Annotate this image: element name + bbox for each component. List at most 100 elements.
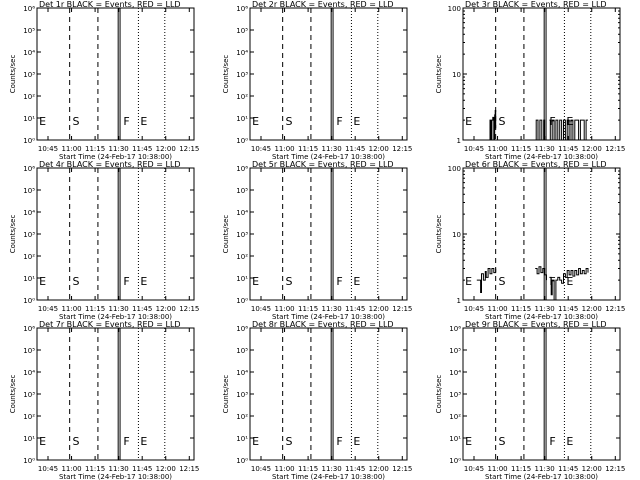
y-axis-label: Counts/sec [222, 375, 230, 414]
y-tick-label: 10² [236, 253, 248, 261]
y-tick-label: 10⁶ [23, 5, 35, 13]
y-axis-label: Counts/sec [435, 55, 443, 94]
y-axis-label: Counts/sec [222, 215, 230, 254]
y-tick-label: 10³ [236, 71, 248, 79]
x-tick-label: 11:00 [274, 145, 294, 153]
x-tick-label: 11:15 [298, 305, 318, 313]
y-tick-label: 10² [23, 93, 35, 101]
y-tick-label: 10¹ [449, 435, 461, 443]
y-tick-label: 10⁰ [236, 297, 248, 305]
y-axis-label: Counts/sec [9, 215, 17, 254]
events-series-segment [488, 110, 497, 141]
y-tick-label: 10⁴ [236, 369, 248, 377]
saa-marker: S [286, 115, 293, 128]
y-tick-label: 10⁰ [23, 137, 35, 145]
x-tick-label: 11:30 [535, 145, 555, 153]
y-tick-label: 10⁵ [23, 27, 35, 35]
y-tick-label: 10³ [449, 391, 461, 399]
plot-frame [249, 7, 408, 141]
x-tick-label: 12:15 [605, 305, 625, 313]
x-tick-label: 12:00 [582, 465, 602, 473]
x-tick-label: 11:30 [109, 465, 129, 473]
panel-det6: Det 6r BLACK = Events, RED = LLD 1 10 100 10… [435, 160, 625, 321]
x-tick-label: 11:00 [61, 465, 81, 473]
events-series-segment [549, 119, 588, 141]
eclipse-end-marker: E [353, 275, 360, 288]
flare-marker: F [549, 435, 555, 448]
x-tick-label: 11:30 [322, 305, 342, 313]
y-tick-label: 10⁵ [236, 187, 248, 195]
y-tick-label: 10⁵ [236, 347, 248, 355]
saa-marker: S [499, 275, 506, 288]
x-tick-label: 12:00 [582, 145, 602, 153]
x-tick-label: 10:45 [251, 305, 271, 313]
x-tick-label: 11:45 [132, 305, 152, 313]
x-tick-label: 12:00 [369, 465, 389, 473]
panel-title: Det 6r BLACK = Events, RED = LLD [465, 160, 607, 169]
events-series-segment [549, 268, 589, 301]
x-tick-label: 12:15 [179, 305, 199, 313]
eclipse-marker: E [252, 115, 259, 128]
x-tick-label: 11:15 [85, 305, 105, 313]
y-tick-label: 10⁶ [23, 165, 35, 173]
x-tick-label: 11:45 [558, 145, 578, 153]
panel-title: Det 2r BLACK = Events, RED = LLD [252, 0, 394, 9]
y-tick-label: 10⁴ [23, 49, 35, 57]
y-axis-label: Counts/sec [435, 375, 443, 414]
y-tick-label: 10³ [236, 391, 248, 399]
panel-det8: Det 8r BLACK = Events, RED = LLD 10⁰ 10¹ 10… [222, 320, 412, 480]
y-tick-label: 10¹ [236, 275, 248, 283]
eclipse-marker: E [39, 435, 46, 448]
y-tick-label: 10⁵ [449, 347, 461, 355]
y-tick-label: 10² [23, 253, 35, 261]
eclipse-end-marker: E [140, 275, 147, 288]
flare-marker: F [336, 115, 342, 128]
y-tick-label: 10⁶ [449, 325, 461, 333]
x-tick-label: 11:30 [322, 465, 342, 473]
x-tick-label: 11:45 [345, 305, 365, 313]
x-tick-label: 11:45 [345, 145, 365, 153]
saa-marker: S [73, 435, 80, 448]
panel-title: Det 7r BLACK = Events, RED = LLD [39, 320, 181, 329]
x-tick-label: 11:30 [535, 305, 555, 313]
y-tick-label: 10¹ [23, 435, 35, 443]
y-tick-label: 10⁶ [236, 5, 248, 13]
y-tick-label: 10⁰ [236, 137, 248, 145]
panel-title: Det 4r BLACK = Events, RED = LLD [39, 160, 181, 169]
y-axis-label: Counts/sec [435, 215, 443, 254]
x-tick-label: 10:45 [38, 465, 58, 473]
eclipse-end-marker: E [140, 115, 147, 128]
panel-det3: Det 3r BLACK = Events, RED = LLD 1 10 100 10… [435, 0, 625, 161]
y-axis-label: Counts/sec [9, 375, 17, 414]
saa-marker: S [286, 275, 293, 288]
eclipse-end-marker: E [353, 435, 360, 448]
x-tick-label: 12:15 [605, 465, 625, 473]
y-tick-label: 10⁰ [449, 457, 461, 465]
y-tick-label: 10⁴ [23, 209, 35, 217]
x-tick-label: 10:45 [251, 465, 271, 473]
y-tick-label: 10⁰ [236, 457, 248, 465]
plot-frame [462, 167, 621, 301]
eclipse-marker: E [252, 275, 259, 288]
plot-frame [249, 327, 408, 461]
x-tick-label: 11:45 [132, 145, 152, 153]
x-tick-label: 11:15 [85, 465, 105, 473]
y-tick-label: 10³ [23, 391, 35, 399]
x-tick-label: 11:30 [535, 465, 555, 473]
x-tick-label: 12:00 [156, 465, 176, 473]
plot-frame [36, 167, 195, 301]
flare-marker: F [336, 275, 342, 288]
y-tick-label: 10² [236, 413, 248, 421]
panel-det4: Det 4r BLACK = Events, RED = LLD 10⁰ 10¹ 10… [9, 160, 199, 321]
x-tick-label: 11:00 [61, 145, 81, 153]
y-tick-label: 10⁵ [236, 27, 248, 35]
y-tick-label: 10¹ [236, 115, 248, 123]
x-tick-label: 11:30 [322, 145, 342, 153]
x-tick-label: 11:15 [298, 145, 318, 153]
eclipse-marker: E [39, 275, 46, 288]
y-tick-label: 10⁴ [236, 49, 248, 57]
panel-det2: Det 2r BLACK = Events, RED = LLD 10⁰ 10¹ 10… [222, 0, 412, 161]
x-tick-label: 10:45 [464, 145, 484, 153]
saa-marker: S [73, 115, 80, 128]
